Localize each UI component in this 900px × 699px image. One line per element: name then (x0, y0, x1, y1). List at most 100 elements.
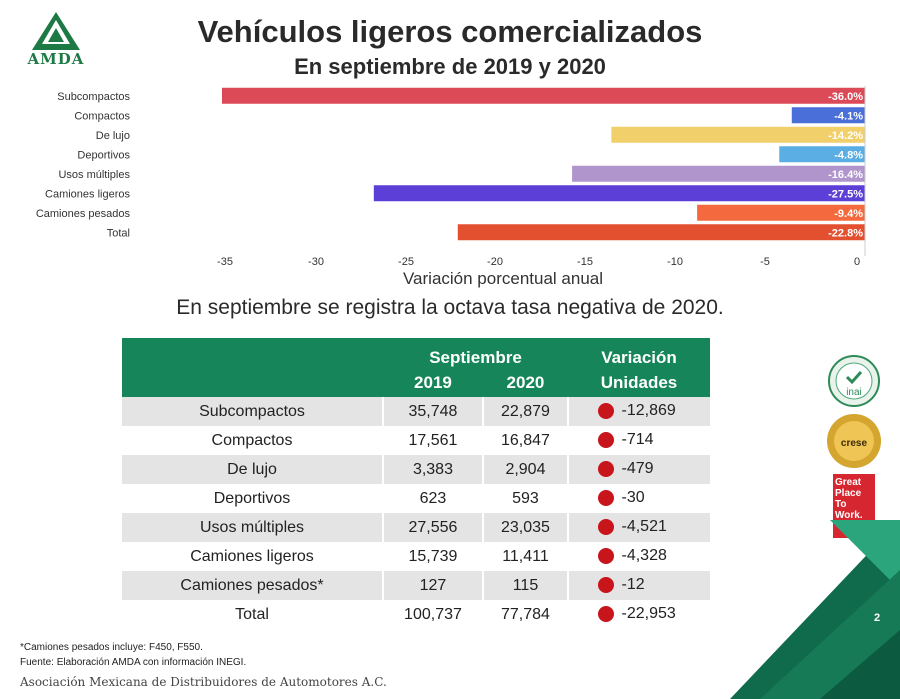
category-label: Deportivos (77, 149, 130, 161)
x-tick-label: -5 (760, 256, 770, 268)
x-tick-label: -15 (577, 256, 593, 268)
crese-badge-icon: crese (827, 414, 881, 468)
decorative-corner (730, 520, 900, 699)
value-2019-cell: 3,383 (383, 455, 484, 484)
category-label: Usos múltiples (58, 169, 130, 181)
bar (457, 224, 865, 241)
x-tick-label: -35 (217, 256, 233, 268)
category-cell: Total (122, 600, 384, 629)
bar (222, 87, 865, 104)
category-label: De lujo (96, 130, 130, 142)
variation-value: -714 (621, 431, 654, 449)
variation-cell: -12 (568, 571, 710, 600)
x-tick-label: -20 (487, 256, 503, 268)
page-subtitle: En septiembre de 2019 y 2020 (294, 54, 606, 79)
value-2019-cell: 35,748 (383, 397, 484, 426)
sales-table: Septiembre Variación 2019 2020 Unidades … (122, 338, 710, 629)
bar (791, 107, 865, 124)
category-cell: Camiones ligeros (122, 542, 384, 571)
value-2020-cell: 22,879 (482, 397, 570, 426)
value-2020-cell: 2,904 (482, 455, 570, 484)
red-dot-icon (597, 577, 614, 594)
variation-cell: -30 (568, 484, 710, 513)
bar (779, 146, 865, 163)
data-label: -16.4% (828, 169, 863, 181)
table-row: Deportivos 623 593 -30 (122, 484, 710, 513)
inai-label: inai (846, 387, 862, 398)
bar (697, 204, 865, 221)
data-label: -9.4% (834, 208, 863, 220)
table-row: De lujo 3,383 2,904 -479 (122, 455, 710, 484)
header-empty-2 (122, 368, 383, 397)
value-2019-cell: 17,561 (383, 426, 484, 455)
variation-value: -30 (621, 489, 645, 507)
table-row: Compactos 17,561 16,847 -714 (122, 426, 710, 455)
headline: En septiembre se registra la octava tasa… (176, 296, 724, 319)
red-dot-icon (597, 519, 614, 536)
value-2020-cell: 115 (482, 571, 570, 600)
header-units: Unidades (568, 368, 710, 397)
variation-value: -12,869 (621, 402, 676, 420)
value-2020-cell: 11,411 (482, 542, 570, 571)
variation-cell: -4,328 (568, 542, 710, 571)
x-tick-label: -25 (398, 256, 414, 268)
bar (611, 126, 865, 143)
x-tick-label: -30 (308, 256, 324, 268)
value-2020-cell: 16,847 (482, 426, 570, 455)
value-2020-cell: 23,035 (482, 513, 570, 542)
value-2019-cell: 100,737 (383, 600, 484, 629)
red-dot-icon (597, 432, 614, 449)
value-2020-cell: 77,784 (482, 600, 570, 629)
variation-value: -12 (621, 576, 645, 594)
category-label: Compactos (74, 110, 130, 122)
variation-value: -479 (621, 460, 654, 478)
data-label: -4.1% (834, 110, 863, 122)
amda-logo-icon (32, 12, 80, 50)
value-2019-cell: 623 (383, 484, 484, 513)
variation-value: -4,328 (621, 547, 667, 565)
value-2019-cell: 127 (383, 571, 484, 600)
bar-chart: Subcompactos Compactos De lujo Deportivos Us… (36, 86, 866, 288)
header-empty (122, 338, 383, 368)
variation-cell: -22,953 (568, 600, 710, 629)
x-tick-label: 0 (854, 256, 860, 268)
category-label: Subcompactos (57, 91, 130, 103)
table-row: Camiones pesados* 127 115 -12 (122, 571, 710, 600)
page-title: Vehículos ligeros comercializados (197, 14, 703, 49)
table-row: Usos múltiples 27,556 23,035 -4,521 (122, 513, 710, 542)
header-variation: Variación (568, 338, 710, 368)
red-dot-icon (597, 403, 614, 420)
table-row: Subcompactos 35,748 22,879 -12,869 (122, 397, 710, 426)
variation-cell: -4,521 (568, 513, 710, 542)
table-row: Camiones ligeros 15,739 11,411 -4,328 (122, 542, 710, 571)
gptw-label: Great Place To Work. (835, 477, 863, 521)
category-cell: Deportivos (122, 484, 384, 513)
category-label: Camiones pesados (36, 208, 131, 220)
footer-organization: Asociación Mexicana de Distribuidores de… (20, 675, 387, 689)
x-axis-label: Variación porcentual anual (403, 269, 603, 288)
data-label: -4.8% (834, 149, 863, 161)
x-tick-label: -10 (667, 256, 683, 268)
source-note: Fuente: Elaboración AMDA con información… (20, 657, 247, 668)
header-2019: 2019 (383, 368, 483, 397)
header-2020: 2020 (482, 368, 568, 397)
data-label: -14.2% (828, 130, 863, 142)
category-cell: Usos múltiples (122, 513, 384, 542)
red-dot-icon (597, 606, 614, 623)
category-cell: Subcompactos (122, 397, 384, 426)
red-dot-icon (597, 548, 614, 565)
data-label: -22.8% (828, 227, 863, 239)
data-label: -36.0% (828, 91, 863, 103)
footnote: *Camiones pesados incluye: F450, F550. (20, 642, 203, 653)
header-september: Septiembre (383, 338, 568, 368)
red-dot-icon (597, 461, 614, 478)
category-cell: Compactos (122, 426, 384, 455)
bar (373, 185, 865, 202)
inai-badge-icon: inai (828, 355, 880, 407)
category-cell: Camiones pesados* (122, 571, 384, 600)
red-dot-icon (597, 490, 614, 507)
category-label: Total (107, 227, 130, 239)
variation-value: -4,521 (621, 518, 667, 536)
variation-cell: -12,869 (568, 397, 710, 426)
bar (572, 165, 865, 182)
